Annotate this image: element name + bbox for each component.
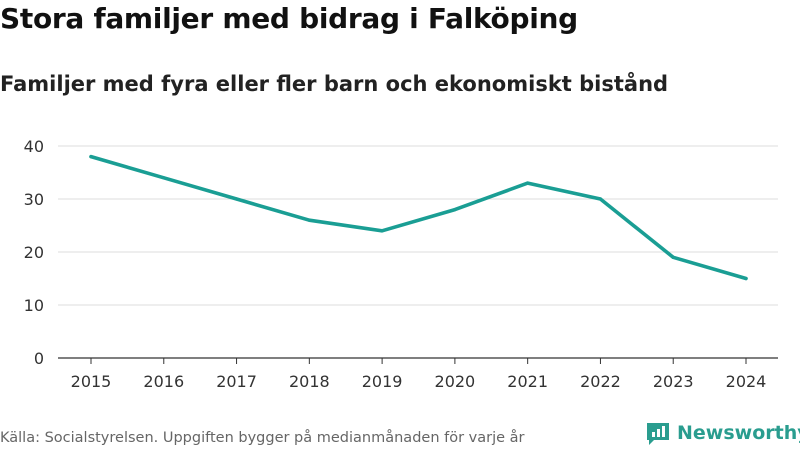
x-tick-label-2016: 2016: [143, 372, 184, 391]
x-tick-label-2020: 2020: [435, 372, 476, 391]
y-axis-ticks: 0 10 20 30 40: [24, 137, 44, 368]
chart-subtitle: Familjer med fyra eller fler barn och ek…: [0, 72, 669, 96]
x-tick-label-2023: 2023: [653, 372, 694, 391]
gridlines: [58, 145, 778, 306]
data-point-2017: [234, 197, 239, 201]
y-tick-label-0: 0: [34, 349, 44, 368]
data-point-2019: [380, 229, 384, 233]
data-point-2018: [307, 218, 311, 222]
x-tick-label-2024: 2024: [726, 372, 767, 391]
data-point-2015: [89, 155, 93, 159]
data-point-2021: [526, 181, 530, 185]
x-tick-label-2018: 2018: [289, 372, 330, 391]
newsworthy-logo-icon: [647, 423, 669, 445]
y-tick-label-20: 20: [24, 243, 44, 262]
data-point-2023: [671, 255, 675, 259]
x-tick-label-2021: 2021: [507, 372, 548, 391]
source-note: Källa: Socialstyrelsen. Uppgiften bygger…: [0, 430, 525, 446]
x-tick-label-2015: 2015: [71, 372, 112, 391]
y-tick-label-40: 40: [24, 137, 44, 156]
series-layer: [89, 154, 748, 281]
y-tick-label-30: 30: [24, 190, 44, 209]
brand-name: Newsworthy: [677, 422, 800, 444]
data-point-2016: [162, 176, 166, 180]
data-point-2022: [598, 197, 603, 201]
series-line-0: [89, 154, 748, 281]
data-point-2020: [453, 208, 457, 212]
x-tick-label-2022: 2022: [580, 372, 621, 391]
chart-title: Stora familjer med bidrag i Falköping: [0, 2, 578, 35]
x-tick-label-2019: 2019: [362, 372, 403, 391]
brand-logo[interactable]: Newsworthy: [645, 420, 800, 446]
y-tick-label-10: 10: [24, 296, 44, 315]
data-point-2024: [744, 276, 748, 281]
x-tick-label-2017: 2017: [216, 372, 257, 391]
x-axis: 2015 2016 2017 2018 2019 2020 2021 2022 2023 2024: [58, 357, 778, 391]
